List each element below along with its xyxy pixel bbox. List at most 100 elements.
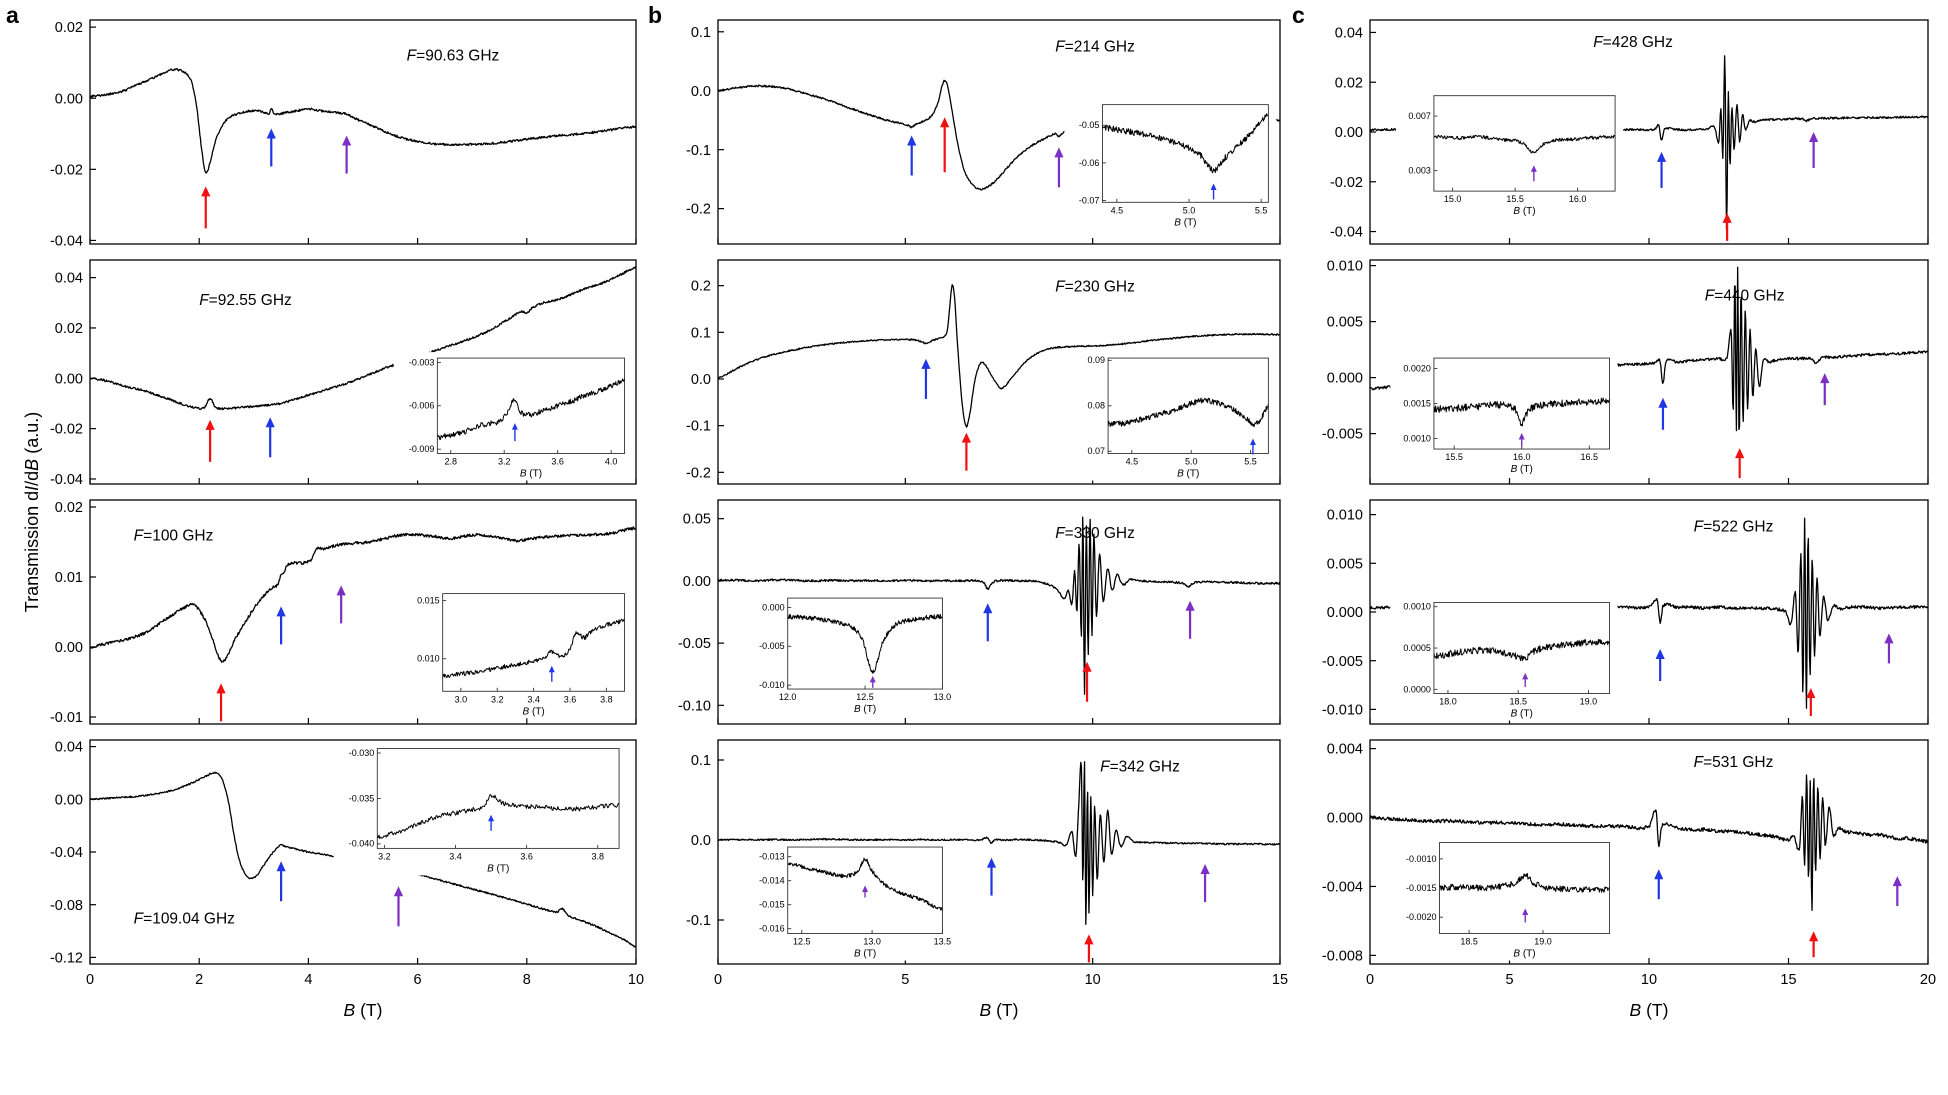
svg-text:2: 2	[195, 972, 203, 988]
y-axis-ticks: 0.04 0.00 -0.04 -0.08 -0.12	[50, 740, 96, 966]
svg-text:0.00: 0.00	[55, 91, 83, 107]
frequency-label: F=214 GHz	[1055, 38, 1135, 55]
frequency-label: F=522 GHz	[1694, 518, 1774, 535]
curve-group	[718, 516, 1280, 695]
panel-a4: 0.04 0.00 -0.04 -0.08 -0.120 2 4 6 8 10 F=109.04 G…	[50, 739, 644, 1020]
svg-text:12.5: 12.5	[856, 692, 874, 702]
svg-text:8: 8	[523, 972, 531, 988]
inset-x-axis-title: B (T)	[487, 863, 509, 874]
arrow-blue	[266, 128, 276, 167]
inset-arrow-purple	[862, 885, 869, 898]
svg-text:0.000: 0.000	[1327, 811, 1363, 827]
svg-text:-0.035: -0.035	[349, 793, 375, 803]
svg-text:13.5: 13.5	[934, 937, 952, 947]
svg-text:0.0015: 0.0015	[1403, 398, 1431, 408]
frequency-label: F=330 GHz	[1055, 525, 1135, 542]
frequency-label: F=90.63 GHz	[407, 47, 500, 64]
arrow-blue	[1654, 869, 1664, 900]
curve-group	[718, 761, 1280, 925]
curve-group	[90, 526, 636, 663]
inset-x-axis-title: B (T)	[1177, 469, 1199, 480]
svg-text:5.5: 5.5	[1255, 205, 1268, 215]
arrow-purple	[336, 585, 346, 624]
data-curve	[1102, 113, 1269, 174]
svg-text:-0.02: -0.02	[50, 422, 83, 438]
arrow-purple	[1892, 876, 1902, 907]
svg-text:-0.06: -0.06	[1079, 158, 1100, 168]
svg-text:10: 10	[1641, 972, 1657, 988]
panel-b3: 0.05 0.00 -0.05 -0.10 F=330 GHz 0.000 -0.005 -0…	[678, 499, 1281, 725]
arrow-blue	[276, 861, 286, 902]
plot-box	[717, 259, 1281, 485]
svg-text:3.6: 3.6	[551, 457, 564, 467]
panel-a3: 0.02 0.01 0.00 -0.01 F=100 GHz 0.015 0.010 3.0 3…	[50, 499, 637, 726]
arrow-red	[940, 117, 950, 173]
svg-text:0.04: 0.04	[55, 271, 83, 287]
inset-x-axis-title: B (T)	[1174, 217, 1196, 228]
panel-a1: 0.02 0.00 -0.02 -0.04 F=90.63 GHz	[50, 19, 637, 250]
arrow-red	[1809, 931, 1819, 958]
panel-letter-b: b	[648, 2, 663, 28]
svg-text:4: 4	[304, 972, 312, 988]
svg-text:0.04: 0.04	[55, 740, 83, 756]
svg-text:-0.2: -0.2	[686, 465, 711, 481]
y-axis-ticks: 0.02 0.01 0.00 -0.01	[50, 500, 96, 726]
data-curve	[1370, 774, 1928, 912]
svg-text:5.5: 5.5	[1244, 457, 1257, 467]
svg-text:3.2: 3.2	[498, 457, 511, 467]
svg-text:-0.005: -0.005	[1322, 427, 1363, 443]
svg-text:-0.014: -0.014	[759, 876, 785, 886]
y-axis-ticks: 0.2 0.1 0.0 -0.1 -0.2	[686, 279, 724, 481]
inset-arrow-purple	[869, 675, 876, 688]
y-axis-ticks: 0.1 0.0 -0.1 -0.2	[686, 25, 724, 218]
data-curve	[718, 516, 1280, 695]
svg-text:0.003: 0.003	[1408, 166, 1431, 176]
curve-group	[90, 266, 636, 411]
svg-text:0.0: 0.0	[691, 84, 711, 100]
arrow-purple	[1820, 373, 1830, 406]
data-curve	[90, 266, 636, 411]
arrow-blue	[983, 603, 993, 642]
svg-text:16.5: 16.5	[1580, 452, 1598, 462]
arrow-blue	[921, 358, 931, 399]
arrow-purple	[1809, 132, 1819, 168]
svg-text:-0.05: -0.05	[678, 636, 711, 652]
arrow-red	[216, 683, 226, 722]
svg-text:0.02: 0.02	[55, 321, 83, 337]
panel-a2: 0.040.020.00-0.02-0.04F=92.55 GHz-0.003-…	[50, 259, 637, 488]
inset-x-axis-title: B (T)	[1511, 709, 1533, 720]
svg-text:0.000: 0.000	[1327, 371, 1363, 387]
data-curve	[1439, 872, 1610, 893]
arrow-blue	[1656, 151, 1667, 188]
svg-text:16.0: 16.0	[1569, 194, 1587, 204]
inset-arrow-blue	[548, 665, 555, 682]
arrow-blue	[907, 135, 917, 176]
arrow-blue	[1655, 649, 1665, 682]
x-axis-ticks	[89, 718, 637, 724]
inset-plot: -0.0010 -0.0015 -0.0020 18.5 19.0 B (T)	[1390, 836, 1618, 961]
inset-arrow-blue	[511, 423, 518, 442]
svg-text:0.000: 0.000	[762, 602, 785, 612]
svg-text:0.08: 0.08	[1088, 401, 1106, 411]
svg-text:-0.030: -0.030	[349, 748, 375, 758]
svg-text:10: 10	[1085, 972, 1101, 988]
y-axis-ticks: 0.04 0.02 0.00 -0.02 -0.04	[50, 271, 96, 488]
svg-text:-0.005: -0.005	[1322, 654, 1363, 670]
inset-arrow-blue	[1249, 438, 1256, 455]
svg-text:0.00: 0.00	[55, 640, 83, 656]
inset-x-axis-title: B (T)	[854, 949, 876, 960]
svg-text:5.0: 5.0	[1183, 205, 1196, 215]
svg-text:0.00: 0.00	[1335, 125, 1363, 141]
svg-text:15: 15	[1780, 972, 1796, 988]
arrow-purple	[393, 886, 404, 927]
arrow-blue	[276, 606, 286, 645]
data-curve	[377, 794, 620, 839]
x-axis-title: B (T)	[1630, 1000, 1669, 1020]
svg-text:-0.004: -0.004	[1322, 880, 1363, 896]
svg-text:-0.010: -0.010	[1322, 702, 1363, 718]
arrow-red	[201, 186, 211, 229]
svg-text:-0.008: -0.008	[1322, 948, 1363, 964]
svg-text:-0.04: -0.04	[50, 234, 83, 250]
